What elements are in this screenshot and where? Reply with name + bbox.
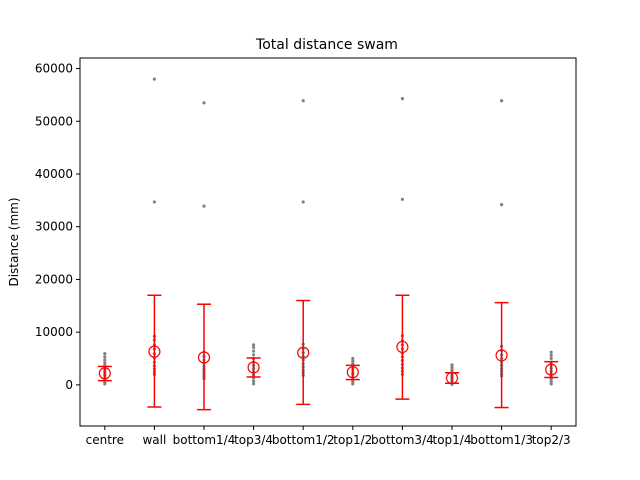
summary-layer (97, 294, 559, 411)
mean-marker (445, 371, 459, 385)
data-point (549, 356, 553, 361)
y-axis-label: Distance (mm) (7, 197, 21, 286)
data-point (351, 356, 355, 361)
data-point (252, 382, 256, 386)
mean-marker (247, 361, 260, 374)
data-point (549, 350, 553, 354)
mean-marker (495, 349, 508, 362)
plot-frame (79, 57, 577, 427)
y-tick-label: 50000 (35, 114, 73, 128)
x-tick-label: bottom1/4 (173, 433, 236, 447)
mean-marker (98, 367, 111, 380)
data-point (351, 359, 355, 363)
data-point (252, 343, 256, 347)
data-point (351, 362, 355, 366)
data-point (301, 99, 305, 103)
data-point (549, 377, 553, 381)
data-point (500, 99, 504, 103)
x-tick-label: centre (86, 433, 124, 447)
data-point (450, 365, 454, 370)
data-point (252, 345, 256, 350)
data-point (103, 355, 107, 359)
mean-marker (396, 340, 409, 354)
mean-marker (197, 351, 211, 364)
x-tick-label: top1/4 (433, 433, 472, 447)
y-tick-label: 40000 (35, 167, 73, 181)
x-tick-label: bottom3/4 (371, 433, 434, 447)
y-tick-label: 20000 (35, 272, 73, 286)
data-point (152, 200, 156, 204)
y-tick-label: 10000 (35, 325, 73, 339)
data-point (549, 380, 553, 384)
x-axis: centre wall bottom1/4top3/4bottom1/2top1/2… (86, 426, 571, 447)
data-point (252, 353, 256, 357)
data-point (549, 353, 553, 357)
data-point (202, 101, 206, 105)
mean-marker (545, 363, 558, 376)
data-point (252, 379, 256, 383)
mean-marker (346, 366, 359, 379)
data-point (450, 363, 454, 367)
x-tick-label: top2/3 (532, 433, 571, 447)
data-point (103, 358, 107, 362)
data-point (103, 352, 107, 356)
y-tick-label: 0 (65, 378, 73, 392)
chart-title: Total distance swam (255, 37, 398, 53)
data-point (400, 96, 404, 101)
x-tick-label: top3/4 (234, 433, 273, 447)
x-tick-label: bottom1/3 (470, 433, 533, 447)
x-tick-label: top1/2 (333, 433, 372, 447)
data-point (152, 77, 156, 81)
y-axis: 0 10000 20000 30000 40000 50000 60000 (35, 62, 80, 392)
data-point (103, 361, 107, 365)
mean-marker (297, 346, 310, 359)
data-point (450, 368, 454, 372)
x-tick-label: bottom1/2 (272, 433, 335, 447)
mean-marker (148, 345, 161, 358)
y-tick-label: 60000 (35, 62, 73, 76)
data-point (400, 197, 404, 201)
y-tick-label: 30000 (35, 220, 73, 234)
data-point (252, 349, 256, 353)
data-point (301, 200, 305, 204)
data-point (202, 204, 206, 208)
x-tick-label: wall (142, 433, 166, 447)
data-point (500, 202, 504, 207)
